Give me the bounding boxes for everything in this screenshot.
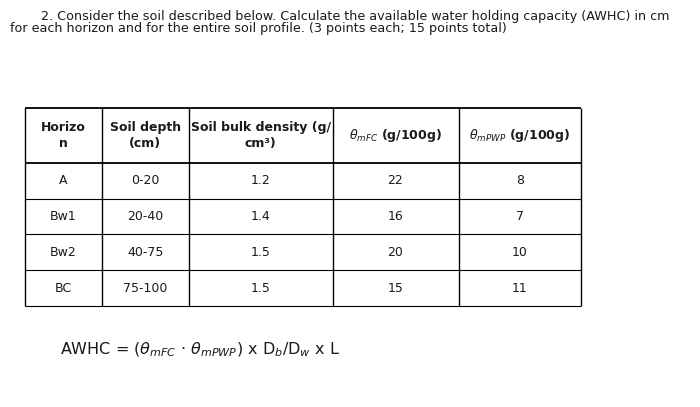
Text: 20: 20: [388, 246, 403, 259]
Text: 7: 7: [516, 210, 524, 223]
Text: 20-40: 20-40: [127, 210, 163, 223]
Text: 15: 15: [388, 282, 403, 295]
Text: Bw1: Bw1: [50, 210, 76, 223]
Text: 16: 16: [388, 210, 403, 223]
Text: Soil depth
(cm): Soil depth (cm): [110, 120, 181, 150]
Text: 2. Consider the soil described below. Calculate the available water holding capa: 2. Consider the soil described below. Ca…: [25, 10, 669, 23]
Text: 1.5: 1.5: [251, 282, 271, 295]
Text: 11: 11: [512, 282, 528, 295]
Text: A: A: [59, 174, 67, 187]
Text: $\theta_{mPWP}$ (g/100g): $\theta_{mPWP}$ (g/100g): [469, 127, 570, 144]
Text: 1.4: 1.4: [251, 210, 271, 223]
Text: 10: 10: [512, 246, 528, 259]
Text: Soil bulk density (g/
cm³): Soil bulk density (g/ cm³): [190, 120, 331, 150]
Text: 75-100: 75-100: [123, 282, 167, 295]
Text: 0-20: 0-20: [131, 174, 160, 187]
Text: for each horizon and for the entire soil profile. (3 points each; 15 points tota: for each horizon and for the entire soil…: [10, 22, 508, 35]
Text: 1.5: 1.5: [251, 246, 271, 259]
Text: 22: 22: [388, 174, 403, 187]
Text: AWHC = ($\theta_{mFC}$ $\cdot$ $\theta_{mPWP}$) x D$_b$/D$_w$ x L: AWHC = ($\theta_{mFC}$ $\cdot$ $\theta_{…: [60, 341, 340, 359]
Text: 40-75: 40-75: [127, 246, 163, 259]
Text: $\theta_{mFC}$ (g/100g): $\theta_{mFC}$ (g/100g): [349, 127, 442, 144]
Text: 1.2: 1.2: [251, 174, 271, 187]
Text: BC: BC: [55, 282, 71, 295]
Text: Bw2: Bw2: [50, 246, 76, 259]
Text: Horizo
n: Horizo n: [41, 120, 85, 150]
Text: 8: 8: [516, 174, 524, 187]
